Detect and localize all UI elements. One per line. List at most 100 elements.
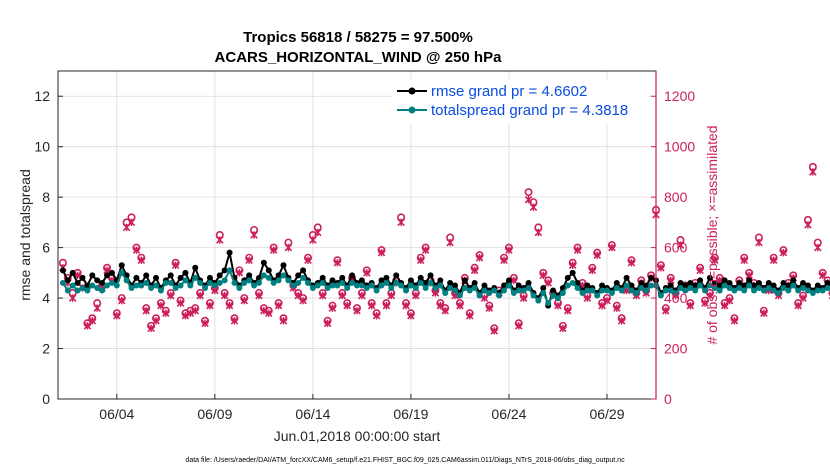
totalspread-point	[476, 292, 483, 299]
rmse-point	[452, 282, 459, 289]
totalspread-point	[770, 287, 777, 294]
rmse-point	[667, 282, 674, 289]
totalspread-point	[187, 282, 194, 289]
obs-assimilated-point	[132, 246, 141, 254]
obs-assimilated-point	[573, 246, 582, 254]
obs-assimilated-point	[93, 304, 101, 312]
rmse-point	[613, 279, 620, 286]
obs-assimilated-point	[475, 253, 484, 262]
totalspread-point	[167, 279, 174, 286]
totalspread-point	[628, 287, 635, 294]
totalspread-point	[363, 284, 370, 291]
totalspread-point	[118, 269, 125, 276]
totalspread-point	[398, 282, 405, 289]
obs-assimilated-point	[318, 291, 327, 300]
rmse-point	[515, 282, 522, 289]
obs-assimilated-point	[568, 261, 577, 270]
rmse-point	[422, 279, 429, 286]
totalspread-point	[525, 284, 532, 291]
series-layer	[58, 162, 830, 335]
obs-assimilated-point	[608, 243, 616, 252]
obs-assimilated-point	[372, 311, 381, 320]
obs-assimilated-point	[137, 256, 146, 264]
obs-assimilated-point	[382, 301, 391, 310]
totalspread-point	[84, 287, 91, 294]
totalspread-point	[599, 287, 606, 294]
obs-assimilated-point	[505, 246, 513, 254]
totalspread-point	[530, 292, 537, 299]
rmse-point	[206, 274, 213, 281]
obs-assimilated-point	[706, 291, 714, 300]
obs-assimilated-point	[446, 238, 454, 247]
rmse-point	[677, 279, 684, 286]
obs-assimilated-point	[255, 291, 263, 300]
totalspread-point	[157, 287, 164, 294]
obs-assimilated-point	[299, 296, 307, 305]
obs-assimilated-point	[662, 306, 670, 315]
totalspread-point	[153, 282, 160, 289]
y-tick-label-left: 12	[34, 88, 50, 104]
rmse-point	[378, 277, 385, 284]
grid-lines	[58, 71, 656, 399]
rmse-point	[785, 282, 792, 289]
x-tick-label: 06/04	[99, 406, 134, 422]
totalspread-point	[594, 292, 601, 299]
obs-assimilated-point	[421, 246, 430, 254]
totalspread-point	[324, 284, 331, 291]
totalspread-point	[687, 284, 694, 291]
rmse-point	[741, 282, 748, 289]
rmse-point	[711, 279, 718, 286]
y-tick-label-right: 1000	[664, 139, 695, 155]
x-tick-label: 06/19	[393, 406, 428, 422]
totalspread-point	[780, 284, 787, 291]
totalspread-point	[216, 279, 223, 286]
obs-assimilated-point	[113, 311, 121, 320]
totalspread-point	[143, 279, 150, 286]
totalspread-point	[677, 284, 684, 291]
obs-assimilated-point	[441, 306, 449, 315]
totalspread-point	[638, 284, 645, 291]
totalspread-point	[520, 287, 527, 294]
totalspread-point	[692, 287, 699, 294]
totalspread-point	[540, 290, 547, 297]
rmse-point	[505, 277, 512, 284]
rmse-point	[358, 277, 365, 284]
rmse-point	[599, 282, 606, 289]
totalspread-point	[393, 279, 400, 286]
obs-assimilated-point	[730, 317, 739, 325]
totalspread-point	[427, 279, 434, 286]
chart-title-line1: Tropics 56818 / 58275 = 97.500%	[243, 29, 473, 46]
rmse-point	[265, 267, 272, 274]
obs-assimilated-point	[284, 243, 293, 252]
totalspread-point	[172, 284, 179, 291]
rmse-point	[192, 264, 199, 271]
totalspread-point	[349, 279, 356, 286]
rmse-point	[79, 274, 86, 281]
totalspread-point	[515, 287, 522, 294]
legend-spread-label: totalspread grand pr = 4.3818	[431, 102, 628, 119]
totalspread-point	[403, 287, 410, 294]
totalspread-point	[741, 287, 748, 294]
obs-assimilated-point	[564, 306, 572, 315]
legend-box	[393, 79, 648, 123]
totalspread-point	[824, 284, 830, 291]
totalspread-point	[505, 282, 512, 289]
obs-assimilated-point	[779, 248, 788, 257]
totalspread-point	[589, 287, 596, 294]
obs-assimilated-point	[171, 261, 180, 270]
totalspread-point	[59, 279, 66, 286]
obs-assimilated-point	[343, 301, 351, 310]
totalspread-point	[721, 282, 728, 289]
totalspread-point	[466, 287, 473, 294]
rmse-point	[108, 269, 115, 276]
rmse-point	[682, 282, 689, 289]
obs-assimilated-point	[363, 269, 371, 277]
obs-assimilated-point	[617, 317, 626, 325]
obs-assimilated-point	[559, 324, 567, 333]
rmse-point	[349, 272, 356, 279]
rmse-point	[716, 282, 723, 289]
obs-assimilated-point	[147, 324, 155, 333]
totalspread-point	[746, 282, 753, 289]
obs-assimilated-point	[676, 241, 685, 249]
